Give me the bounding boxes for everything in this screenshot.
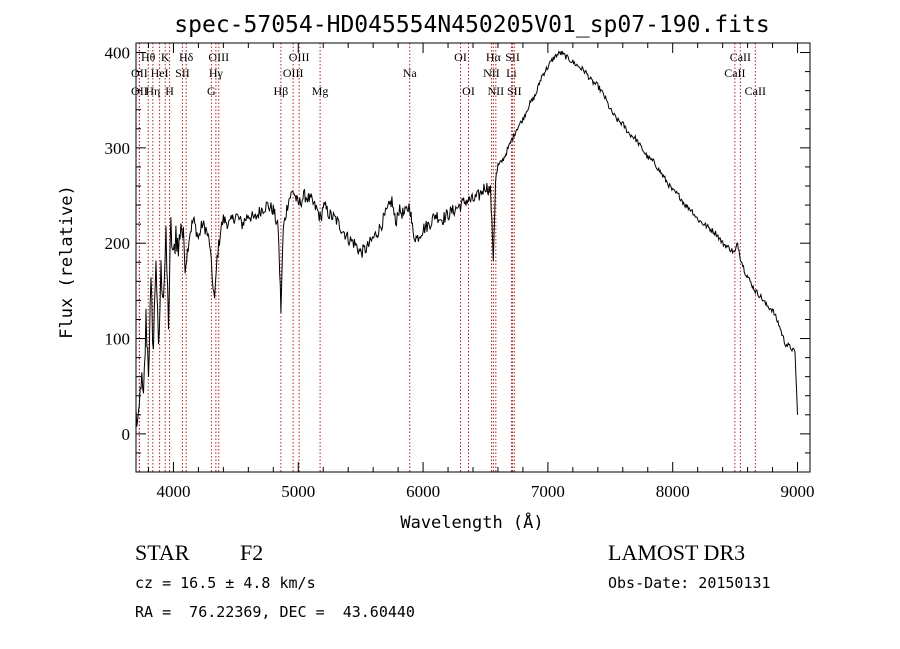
x-tick-label: 8000	[656, 482, 690, 501]
line-marker-label: Hδ	[179, 50, 194, 64]
line-marker-label: Hθ	[141, 50, 156, 64]
line-marker-label: Hβ	[274, 84, 289, 98]
y-tick-label: 200	[105, 234, 131, 253]
line-marker-label: Hη	[145, 84, 160, 98]
line-marker-label: SII	[505, 50, 520, 64]
line-marker-label: SII	[175, 66, 190, 80]
line-marker-label: H	[165, 84, 174, 98]
observation-date: Obs-Date: 20150131	[608, 574, 771, 592]
line-marker-label: Li	[506, 66, 517, 80]
line-marker-label: NII	[483, 66, 500, 80]
x-tick-label: 9000	[781, 482, 815, 501]
line-marker-label: K	[161, 50, 170, 64]
coordinates: RA = 76.22369, DEC = 43.60440	[135, 603, 415, 621]
object-class: STAR	[135, 540, 190, 565]
survey-name: LAMOST DR3	[608, 540, 746, 565]
y-tick-label: 300	[105, 139, 131, 158]
line-marker-label: Mg	[312, 84, 329, 98]
series-line-flux	[135, 50, 798, 427]
line-marker-label: CaII	[730, 50, 751, 64]
line-marker-label: NII	[488, 84, 505, 98]
line-marker-label: OI	[454, 50, 467, 64]
x-tick-label: 5000	[281, 482, 315, 501]
x-tick-label: 7000	[531, 482, 565, 501]
line-marker-label: OII	[131, 66, 148, 80]
line-marker-label: OIII	[283, 66, 304, 80]
y-tick-label: 100	[105, 330, 131, 349]
line-marker-label: HeI	[151, 66, 169, 80]
spectrum-series	[135, 50, 798, 427]
line-marker-label: Hγ	[209, 66, 224, 80]
y-tick-label: 400	[105, 44, 131, 63]
line-marker-label: CaII	[724, 66, 745, 80]
line-marker-label: OI	[462, 84, 475, 98]
x-axis-ticks: 4000 5000 6000 7000 8000 9000	[147, 43, 815, 501]
line-marker-label: OIII	[289, 50, 310, 64]
redshift-info: cz = 16.5 ± 4.8 km/s	[135, 574, 316, 592]
chart-title: spec-57054-HD045554N450205V01_sp07-190.f…	[174, 12, 769, 38]
line-marker-label: G	[207, 84, 216, 98]
line-marker-label: Hα	[486, 50, 502, 64]
x-tick-label: 6000	[406, 482, 440, 501]
line-marker-label: OIII	[208, 50, 229, 64]
object-subclass: F2	[240, 540, 264, 565]
line-marker-label: CaII	[745, 84, 766, 98]
line-marker-label: SII	[507, 84, 522, 98]
y-tick-label: 0	[122, 425, 131, 444]
line-marker-label: Na	[403, 66, 418, 80]
y-axis-label: Flux (relative)	[57, 185, 77, 339]
plot-frame	[135, 42, 811, 473]
x-axis-label: Wavelength (Å)	[400, 511, 543, 533]
y-axis-ticks: 0 100 200 300 400	[105, 44, 810, 473]
x-tick-label: 4000	[156, 482, 190, 501]
